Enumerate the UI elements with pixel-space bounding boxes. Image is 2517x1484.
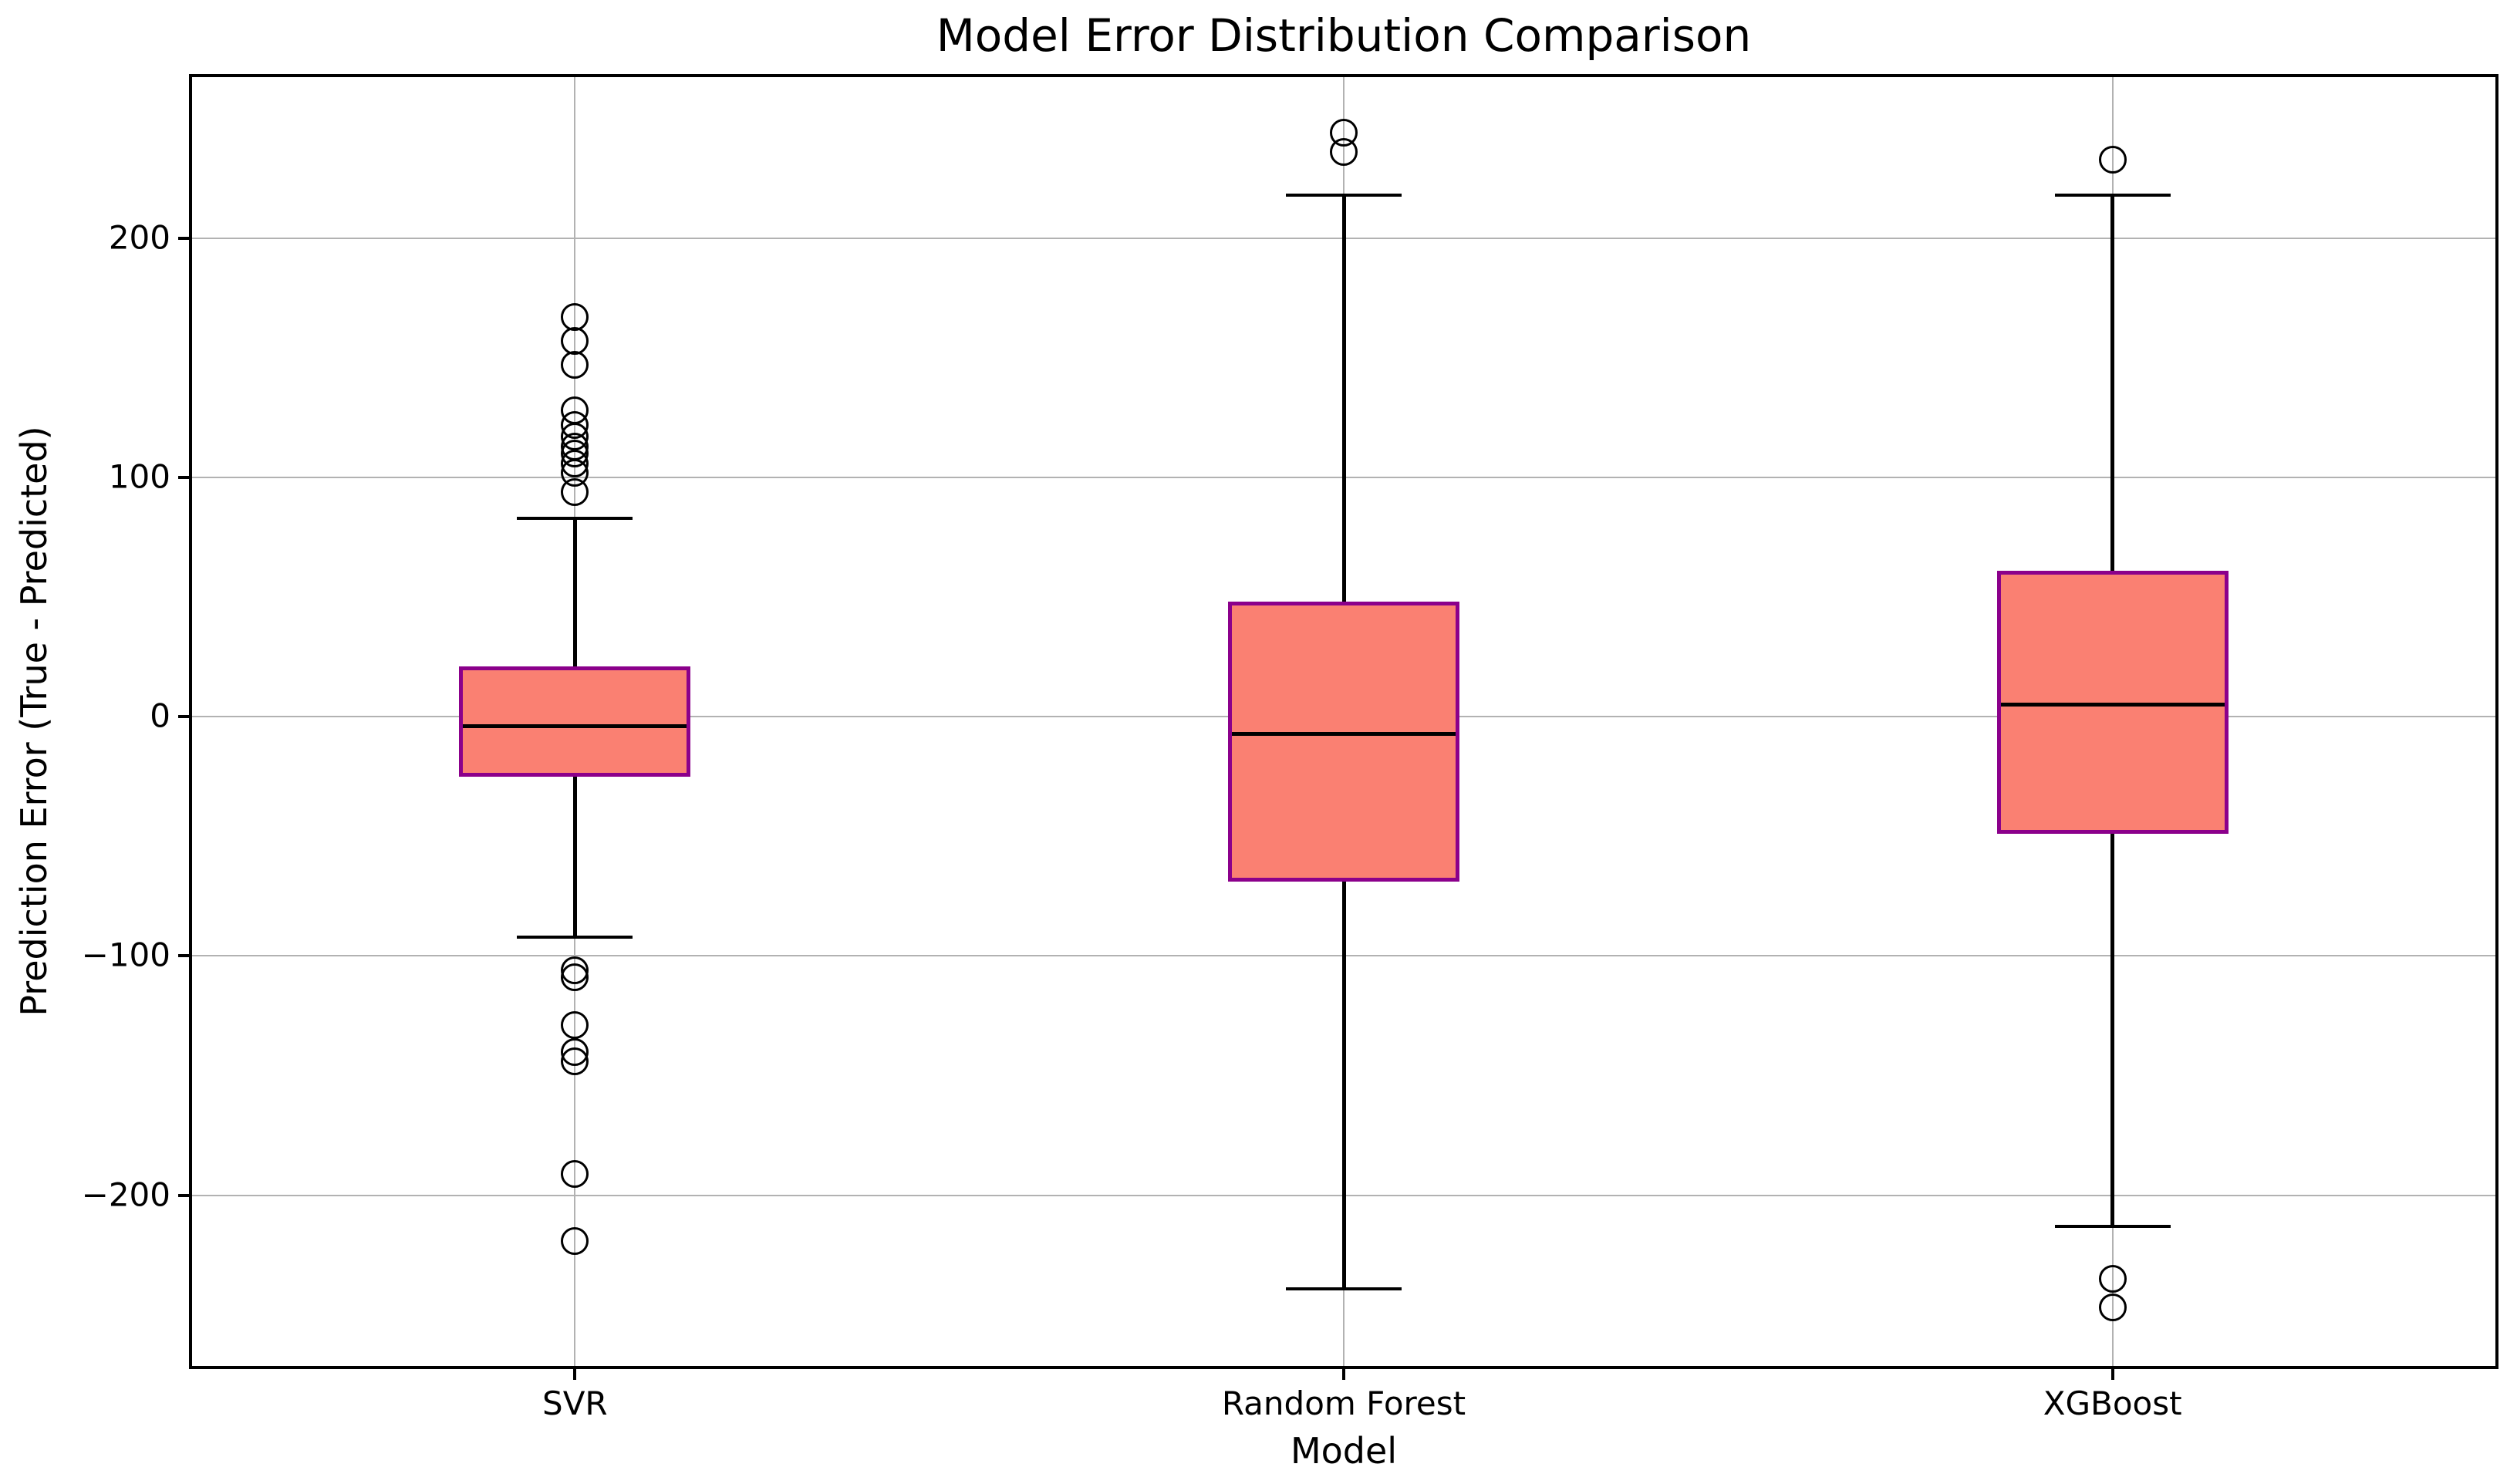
y-tick-label: 100 <box>108 457 170 496</box>
lower-whisker-random-forest <box>1341 882 1346 1289</box>
whisker-cap-low-random-forest <box>1286 1287 1402 1290</box>
x-tick-mark <box>1342 1368 1345 1380</box>
box-svr <box>459 666 691 777</box>
x-tick-label-xgboost: XGBoost <box>2043 1385 2182 1422</box>
outlier-xgboost <box>2098 1293 2127 1322</box>
lower-whisker-xgboost <box>2110 834 2115 1226</box>
x-tick-mark <box>573 1368 577 1380</box>
upper-whisker-random-forest <box>1341 195 1346 602</box>
y-tick-label: −200 <box>81 1175 170 1214</box>
y-tick-label: 200 <box>108 218 170 257</box>
y-tick-mark <box>178 954 191 958</box>
x-tick-label-random-forest: Random Forest <box>1221 1385 1466 1422</box>
upper-whisker-svr <box>572 518 577 667</box>
whisker-cap-low-svr <box>517 935 633 939</box>
x-tick-label-svr: SVR <box>542 1385 608 1422</box>
plot-border <box>189 74 2498 1369</box>
outlier-svr <box>561 963 589 992</box>
outlier-xgboost <box>2098 1265 2127 1293</box>
upper-whisker-xgboost <box>2110 195 2115 572</box>
outlier-svr <box>561 1047 589 1075</box>
outlier-random-forest <box>1330 138 1358 167</box>
lower-whisker-svr <box>572 776 577 937</box>
y-tick-label: 0 <box>150 696 170 735</box>
outlier-xgboost <box>2098 145 2127 174</box>
whisker-cap-high-xgboost <box>2054 194 2171 197</box>
chart-title: Model Error Distribution Comparison <box>936 9 1752 62</box>
y-tick-mark <box>178 715 191 719</box>
median-svr <box>463 724 687 729</box>
box-xgboost <box>1996 571 2229 835</box>
whisker-cap-low-xgboost <box>2054 1224 2171 1228</box>
y-tick-mark <box>178 236 191 240</box>
y-tick-mark <box>178 476 191 480</box>
outlier-svr <box>561 1226 589 1255</box>
median-random-forest <box>1232 731 1456 736</box>
box-random-forest <box>1228 602 1459 882</box>
median-xgboost <box>2000 703 2225 707</box>
x-axis-label: Model <box>1290 1430 1398 1472</box>
y-tick-label: −100 <box>81 936 170 974</box>
whisker-cap-high-random-forest <box>1286 194 1402 197</box>
x-tick-mark <box>2110 1368 2114 1380</box>
whisker-cap-high-svr <box>517 516 633 520</box>
outlier-svr <box>561 477 589 506</box>
y-tick-mark <box>178 1193 191 1197</box>
outlier-svr <box>561 1159 589 1188</box>
outlier-svr <box>561 351 589 379</box>
